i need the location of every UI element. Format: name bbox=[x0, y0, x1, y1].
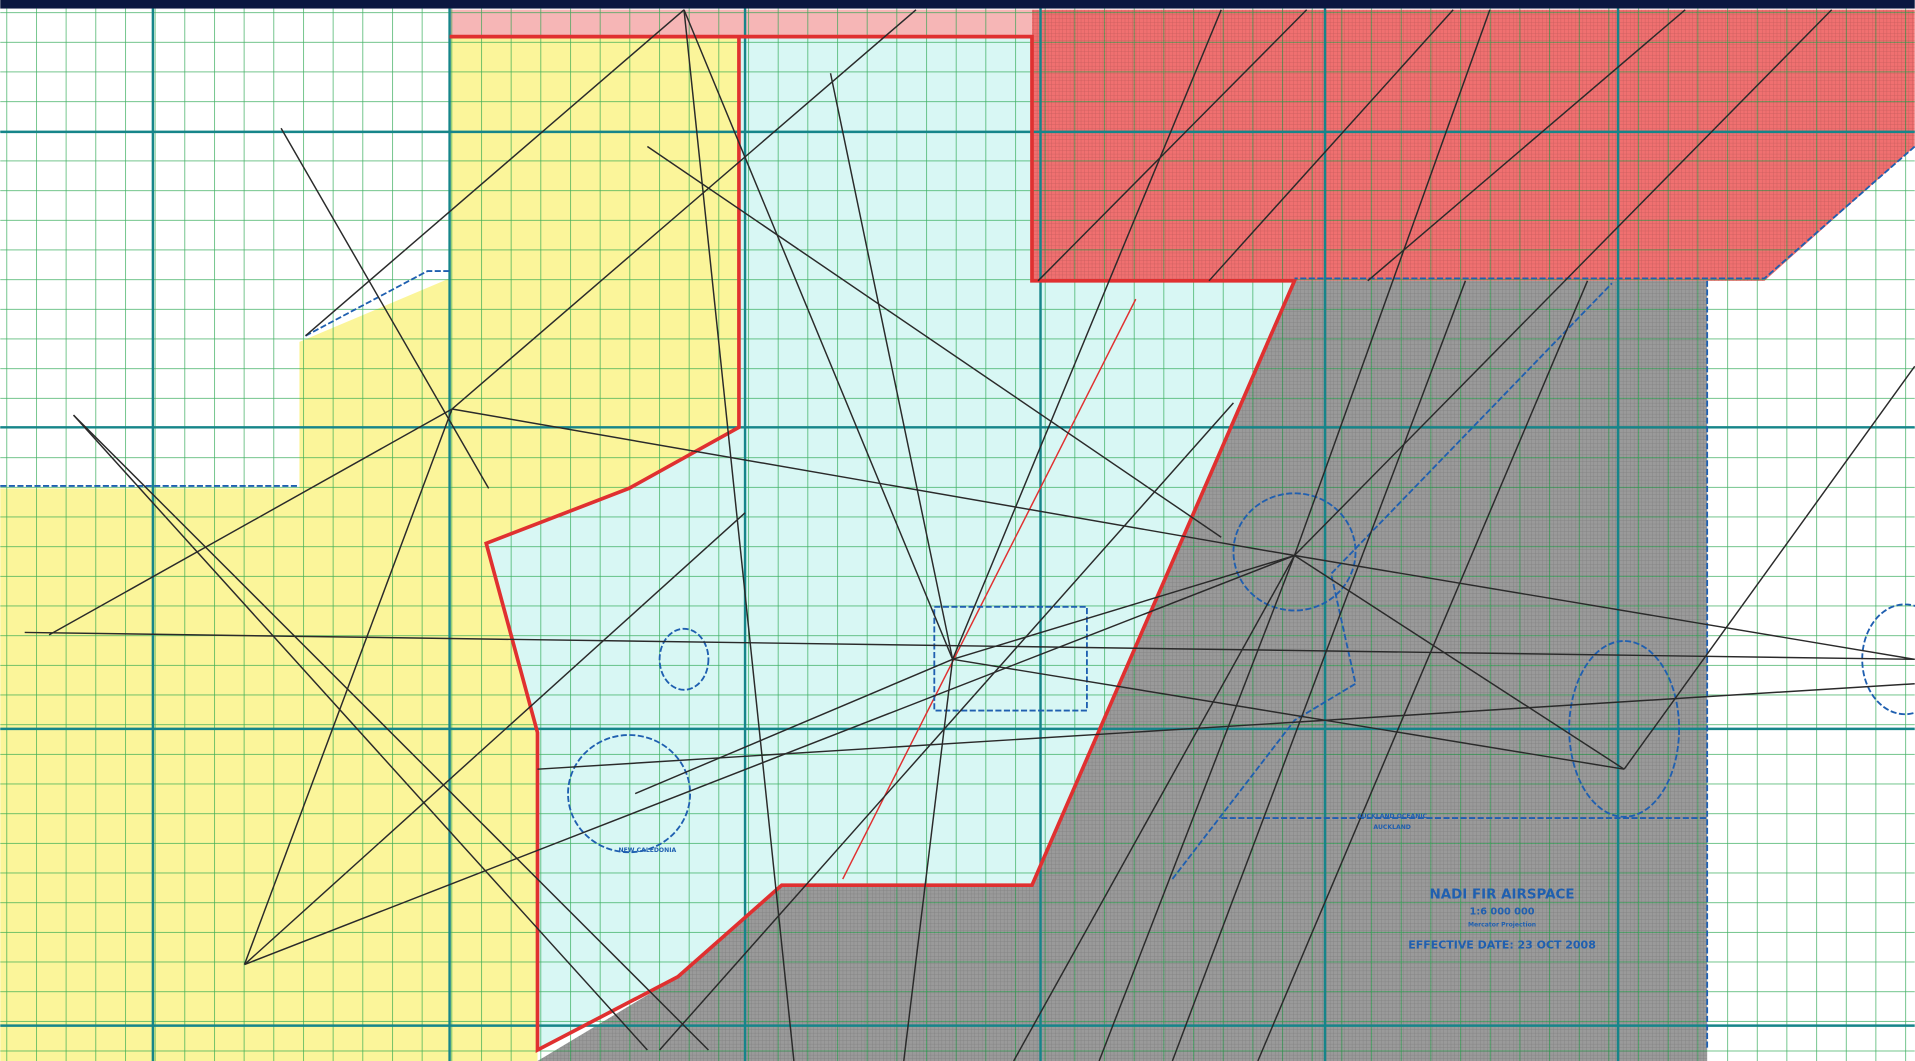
top-bar bbox=[0, 0, 1915, 9]
region-label: AUCKLAND OCEANIC bbox=[1357, 813, 1427, 820]
fir-boundary bbox=[449, 34, 1298, 1054]
legend-projection: Mercator Projection bbox=[1468, 922, 1536, 929]
legend-effective-date: EFFECTIVE DATE: 23 OCT 2008 bbox=[1408, 939, 1596, 952]
legend-scale: 1:6 000 000 bbox=[1470, 906, 1535, 917]
sector-boundaries bbox=[0, 145, 1915, 1051]
hatch-gray bbox=[537, 280, 1708, 1061]
hatch-red bbox=[1031, 9, 1915, 281]
region-label: NEW CALEDONIA bbox=[619, 847, 677, 854]
region-label: AUCKLAND bbox=[1373, 824, 1410, 831]
major-grid bbox=[0, 8, 1915, 1061]
legend-title: NADI FIR AIRSPACE bbox=[1430, 888, 1575, 903]
routes bbox=[24, 9, 1915, 1061]
